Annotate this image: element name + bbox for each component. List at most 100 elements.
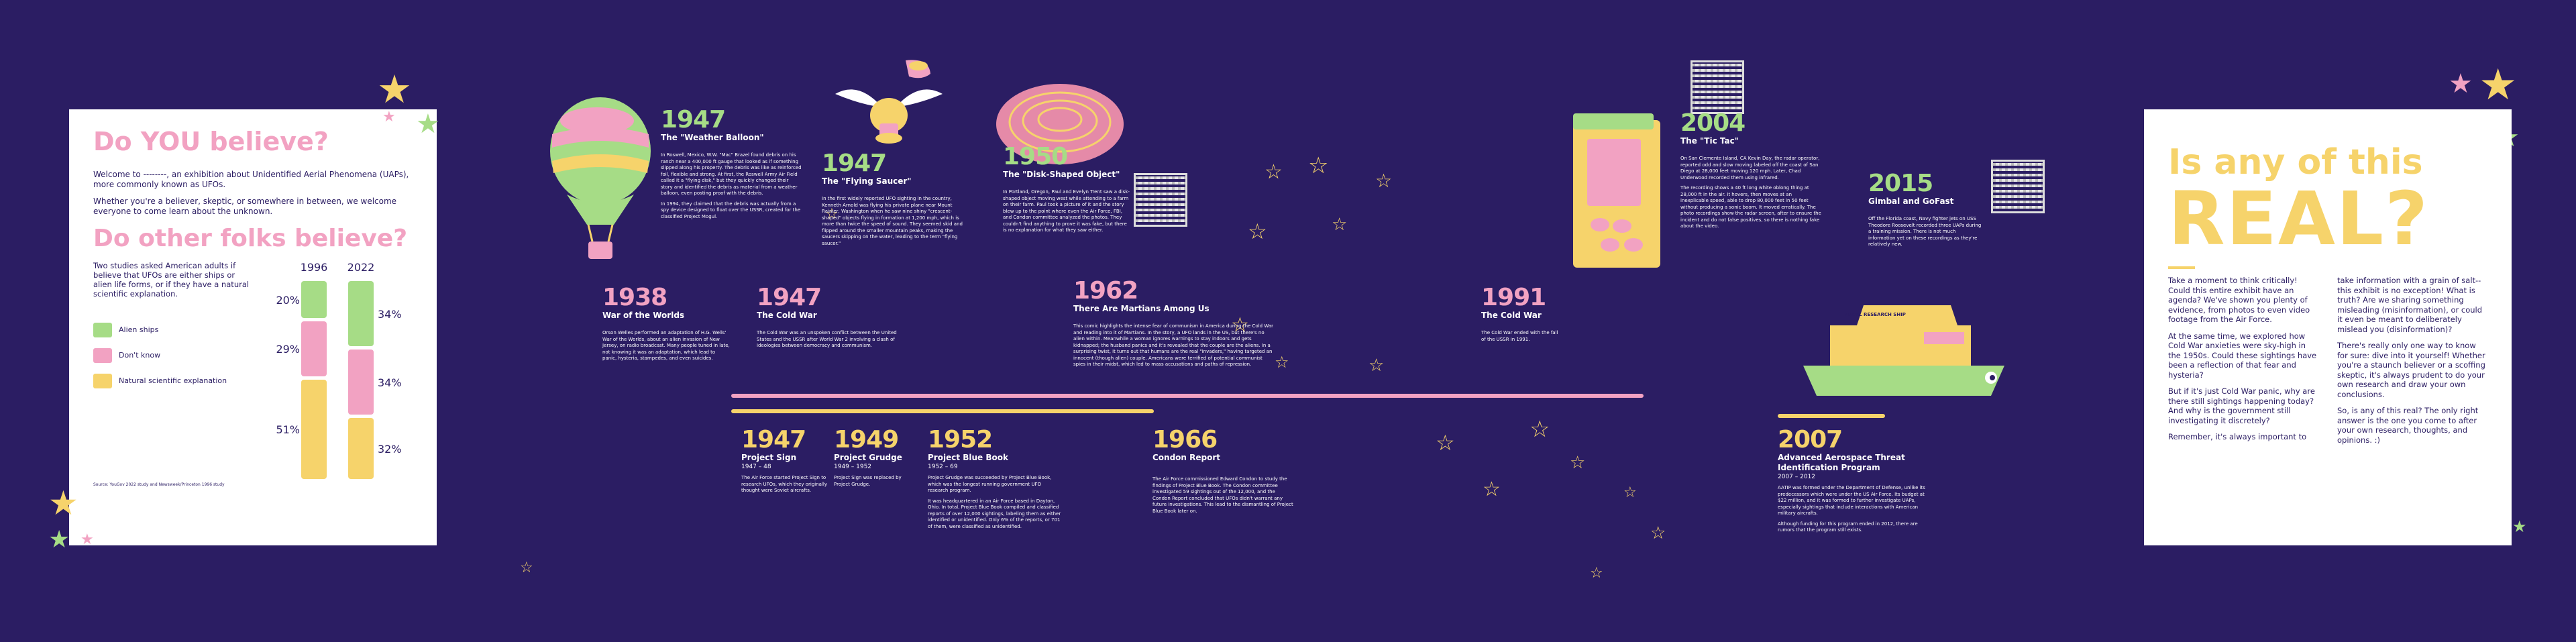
event-1947-weather-balloon: 1947 The "Weather Balloon" In Roswell, M…	[661, 107, 802, 224]
outline-star-icon: ☆	[1248, 219, 1267, 244]
outline-star-icon: ☆	[1529, 416, 1550, 443]
star-icon: ★	[48, 484, 78, 523]
event-title: Condon Report	[1152, 453, 1221, 462]
event-year: 1962	[1073, 277, 1138, 305]
event-title: Advanced Aerospace Threat Identification…	[1778, 453, 1905, 472]
event-year: 1947	[741, 426, 806, 453]
conclusion-title-big: REAL?	[2168, 176, 2429, 262]
conclusion-col-1: Take a moment to think critically! Could…	[2168, 266, 2318, 451]
outline-star-icon: ☆	[1590, 565, 1603, 582]
conclusion-col-2: take information with a grain of salt--t…	[2337, 276, 2487, 451]
outline-star-icon: ☆	[1231, 313, 1249, 337]
event-year: 1966	[1152, 426, 1218, 453]
event-year: 1952	[928, 426, 993, 453]
event-dates: 1952 – 69	[928, 464, 958, 470]
bar-category-label: 1996	[300, 261, 328, 274]
conclusion-paragraph: There's really only one way to know for …	[2337, 341, 2485, 399]
star-icon: ★	[2479, 60, 2518, 110]
event-title: War of the Worlds	[602, 311, 685, 320]
event-body: In Portland, Oregon, Paul and Evelyn Tre…	[1003, 189, 1130, 233]
disk-object-illustration	[996, 84, 1124, 164]
event-body: This comic highlights the intense fear o…	[1073, 323, 1273, 367]
event-1947-cold-war: 1947 The Cold War The Cold War was an un…	[757, 285, 911, 354]
event-body: The Air Force started Project Sign to re…	[741, 475, 827, 493]
event-2004-tic-tac: 2004 The "Tic Tac" On San Clemente Islan…	[1680, 111, 1821, 234]
star-icon: ★	[382, 109, 396, 125]
bar-value-label: 32%	[378, 442, 402, 456]
legend-label: Don't know	[119, 351, 161, 360]
event-title: There Are Martians Among Us	[1073, 304, 1210, 313]
event-body: Orson Welles performed an adaptation of …	[602, 330, 730, 361]
event-dates: 2007 – 2012	[1778, 474, 1816, 480]
conclusion-paragraph: Take a moment to think critically! Could…	[2168, 276, 2310, 324]
event-body: It was headquartered in an Air Force bas…	[928, 498, 1061, 529]
outline-star-icon: ☆	[1308, 152, 1329, 179]
stacked-bars: 1996 20% 29% 51% 2022 34% 34% 32%	[254, 261, 413, 489]
conclusion-paragraph: Remember, it's always important to	[2168, 432, 2307, 441]
legend-swatch	[93, 348, 112, 363]
outline-star-icon: ☆	[1368, 356, 1385, 376]
outline-star-icon: ☆	[1375, 170, 1393, 192]
event-body: The Cold War was an unspoken conflict be…	[757, 330, 897, 348]
star-icon: ★	[48, 526, 70, 553]
event-year: 1991	[1481, 284, 1546, 311]
event-year: 1947	[757, 284, 822, 311]
event-title: The Cold War	[1481, 311, 1542, 320]
legend-label: Alien ships	[119, 325, 159, 334]
bar-segment	[348, 281, 374, 346]
event-title: Project Grudge	[834, 453, 902, 462]
event-2007-aatip: 2007 Advanced Aerospace Threat Identific…	[1778, 427, 1925, 538]
outline-star-icon: ☆	[1570, 453, 1586, 473]
star-icon: ★	[80, 531, 94, 548]
bar-category-label: 2022	[347, 261, 375, 274]
event-title: The "Weather Balloon"	[661, 133, 764, 142]
survey-chart: Two studies asked American adults if bel…	[93, 261, 413, 502]
welcome-title: Do YOU believe?	[93, 127, 329, 156]
accent-line	[2168, 266, 2195, 269]
event-body: The Air Force commissioned Edward Condon…	[1152, 476, 1293, 514]
event-year: 2015	[1868, 170, 1933, 197]
outline-star-icon: ☆	[520, 559, 533, 576]
outline-star-icon: ☆	[1332, 215, 1348, 235]
conclusion-columns: Take a moment to think critically! Could…	[2168, 266, 2487, 451]
event-1938-war-of-worlds: 1938 War of the Worlds Orson Welles perf…	[602, 285, 730, 366]
qr-code-icon	[1690, 60, 1744, 114]
star-icon: ★	[2449, 68, 2473, 99]
event-year: 1949	[834, 426, 899, 453]
event-body: The recording shows a 40 ft long white o…	[1680, 185, 1821, 229]
outline-star-icon: ☆	[1275, 353, 1289, 372]
event-1947-flying-saucer: 1947 The "Flying Saucer" In the first wi…	[822, 151, 969, 251]
event-body: Although funding for this program ended …	[1778, 521, 1918, 533]
event-1991-cold-war: 1991 The Cold War The Cold War ended wit…	[1481, 285, 1562, 347]
conclusion-title-small: Is any of this	[2168, 142, 2423, 182]
outline-star-icon: ☆	[1623, 484, 1637, 501]
qr-code-icon	[1991, 160, 2045, 213]
legend-swatch	[93, 374, 112, 388]
event-1947-project-sign: 1947 Project Sign 1947 – 48 The Air Forc…	[741, 427, 828, 498]
survey-title: Do other folks believe?	[93, 225, 408, 252]
event-body: Project Sign was replaced by Project Gru…	[834, 475, 902, 487]
conclusion-paragraph: But if it's just Cold War panic, why are…	[2168, 386, 2315, 425]
event-body: On San Clemente Island, CA Kevin Day, th…	[1680, 156, 1820, 180]
bar-segment	[348, 350, 374, 415]
event-dates: 1947 – 48	[741, 464, 771, 470]
event-title: Project Blue Book	[928, 453, 1008, 462]
bar-segment	[301, 321, 327, 376]
bar-value-label: 34%	[378, 307, 402, 321]
event-body: In 1994, they claimed that the debris wa…	[661, 201, 801, 219]
event-1949-project-grudge: 1949 Project Grudge 1949 – 1952 Project …	[834, 427, 908, 492]
outline-star-icon: ☆	[1650, 523, 1666, 543]
star-icon: ★	[416, 109, 440, 140]
event-body: Project Grudge was succeeded by Project …	[928, 475, 1052, 493]
outline-star-icon: ☆	[1436, 430, 1455, 456]
legend-item: Natural scientific explanation	[93, 374, 227, 388]
bar-segment	[301, 380, 327, 479]
outline-star-icon: ☆	[1265, 160, 1283, 184]
cloud-icon	[560, 107, 634, 134]
event-body: AATIP was formed under the Department of…	[1778, 485, 1925, 516]
event-2015-gimbal: 2015 Gimbal and GoFast Off the Florida c…	[1868, 171, 1982, 252]
event-1952-project-blue-book: 1952 Project Blue Book 1952 – 69 Project…	[928, 427, 1062, 534]
event-title: The "Tic Tac"	[1680, 136, 1739, 146]
star-icon: ★	[2512, 517, 2527, 536]
legend-item: Don't know	[93, 348, 227, 363]
